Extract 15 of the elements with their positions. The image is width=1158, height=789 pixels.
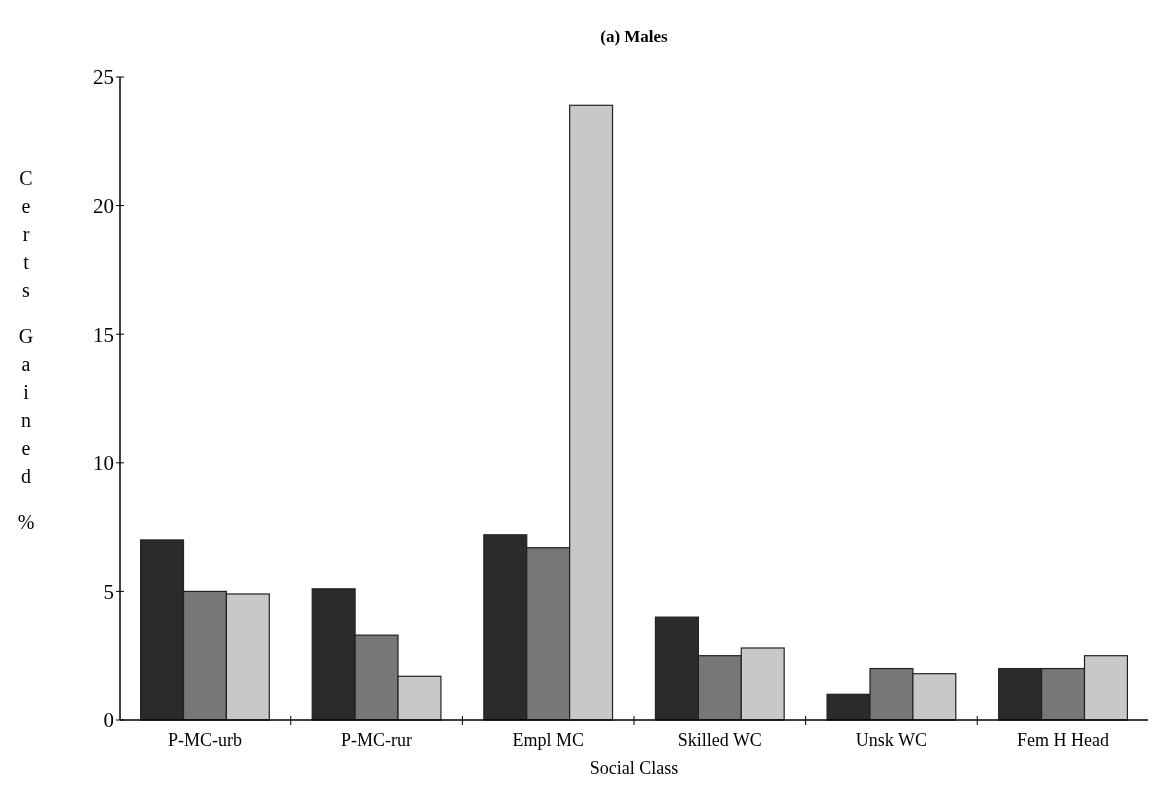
x-tick-label: P-MC-urb [167,730,242,750]
x-axis-title: Social Class [589,758,679,778]
y-tick-label: 15 [93,322,114,347]
y-tick-label: 20 [93,193,114,218]
y-tick-label: 25 [93,65,114,90]
text: Certs Gained % [17,167,35,533]
y-tick-label: 5 [103,579,114,604]
y-tick-label: 10 [93,451,114,476]
x-tick-label: Empl MC [512,730,584,750]
x-tick-label: P-MC-rur [341,730,413,750]
x-tick-label: Unsk WC [855,730,928,750]
y-tick-label: 0 [103,708,114,733]
x-tick-label: Skilled WC [677,730,762,750]
chart-title: (a) Males [600,27,669,46]
x-tick-label: Fem H Head [1017,730,1110,750]
